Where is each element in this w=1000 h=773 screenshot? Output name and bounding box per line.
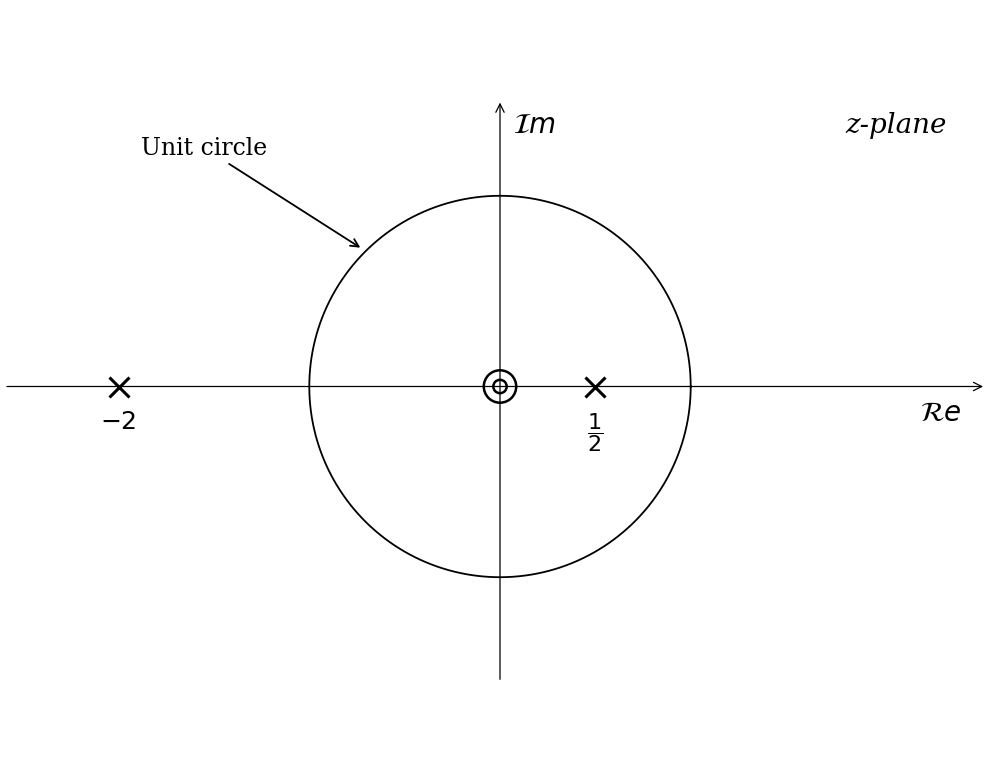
Text: $\dfrac{1}{2}$: $\dfrac{1}{2}$ [587, 411, 603, 455]
Text: $\mathcal{R}e$: $\mathcal{R}e$ [920, 400, 961, 427]
Text: z-plane: z-plane [845, 111, 946, 138]
Text: $\mathcal{I}m$: $\mathcal{I}m$ [513, 111, 556, 138]
Text: $-2$: $-2$ [100, 411, 137, 434]
Text: Unit circle: Unit circle [141, 137, 359, 247]
